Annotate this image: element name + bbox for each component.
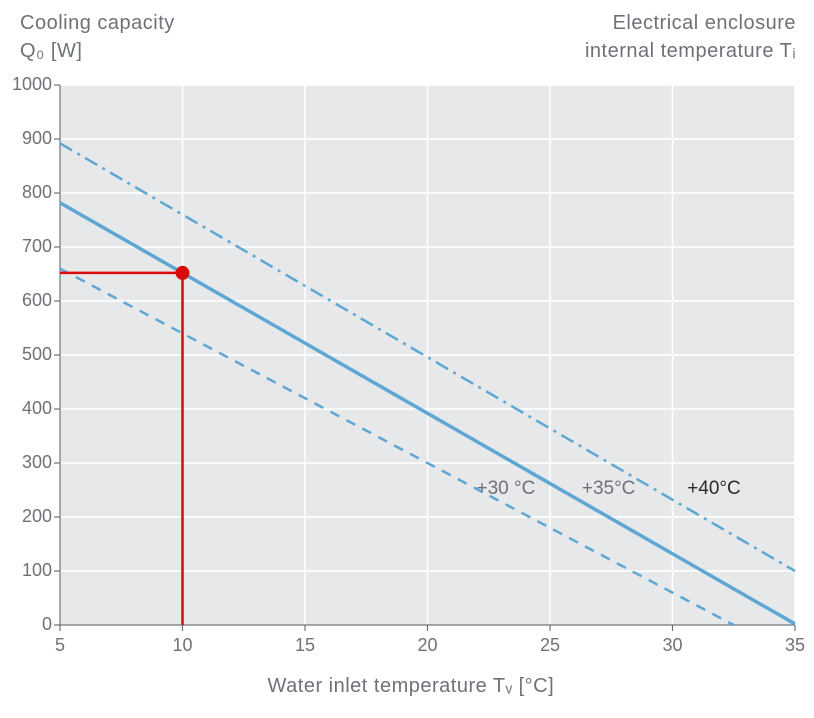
y-tick-label: 700	[2, 236, 52, 257]
chart-container: Cooling capacity Q₀ [W] Electrical enclo…	[0, 0, 814, 718]
x-tick-label: 10	[163, 635, 203, 656]
y-tick-label: 0	[2, 614, 52, 635]
y-tick-label: 1000	[2, 74, 52, 95]
x-tick-label: 30	[653, 635, 693, 656]
series-label-t40: +40°C	[687, 478, 741, 500]
y-tick-label: 800	[2, 182, 52, 203]
plot-svg	[60, 85, 795, 625]
y-tick-label: 900	[2, 128, 52, 149]
y-tick-label: 100	[2, 560, 52, 581]
y-tick-label: 600	[2, 290, 52, 311]
title-right-line1: Electrical enclosure	[613, 12, 796, 35]
y-tick-label: 200	[2, 506, 52, 527]
y-tick-label: 400	[2, 398, 52, 419]
y-tick-label: 500	[2, 344, 52, 365]
title-left-line1: Cooling capacity	[20, 12, 175, 35]
x-tick-label: 15	[285, 635, 325, 656]
title-left-line2: Q₀ [W]	[20, 40, 82, 63]
marker-dot	[176, 266, 190, 280]
x-tick-label: 5	[40, 635, 80, 656]
x-tick-label: 35	[775, 635, 814, 656]
series-label-t30: +30 °C	[477, 478, 536, 500]
x-axis-title: Water inlet temperature Tᵥ [°C]	[268, 675, 555, 698]
y-tick-label: 300	[2, 452, 52, 473]
plot-area	[60, 85, 795, 625]
title-right-line2: internal temperature Tᵢ	[585, 40, 796, 63]
series-label-t35: +35°C	[582, 478, 636, 500]
x-tick-label: 25	[530, 635, 570, 656]
x-tick-label: 20	[408, 635, 448, 656]
